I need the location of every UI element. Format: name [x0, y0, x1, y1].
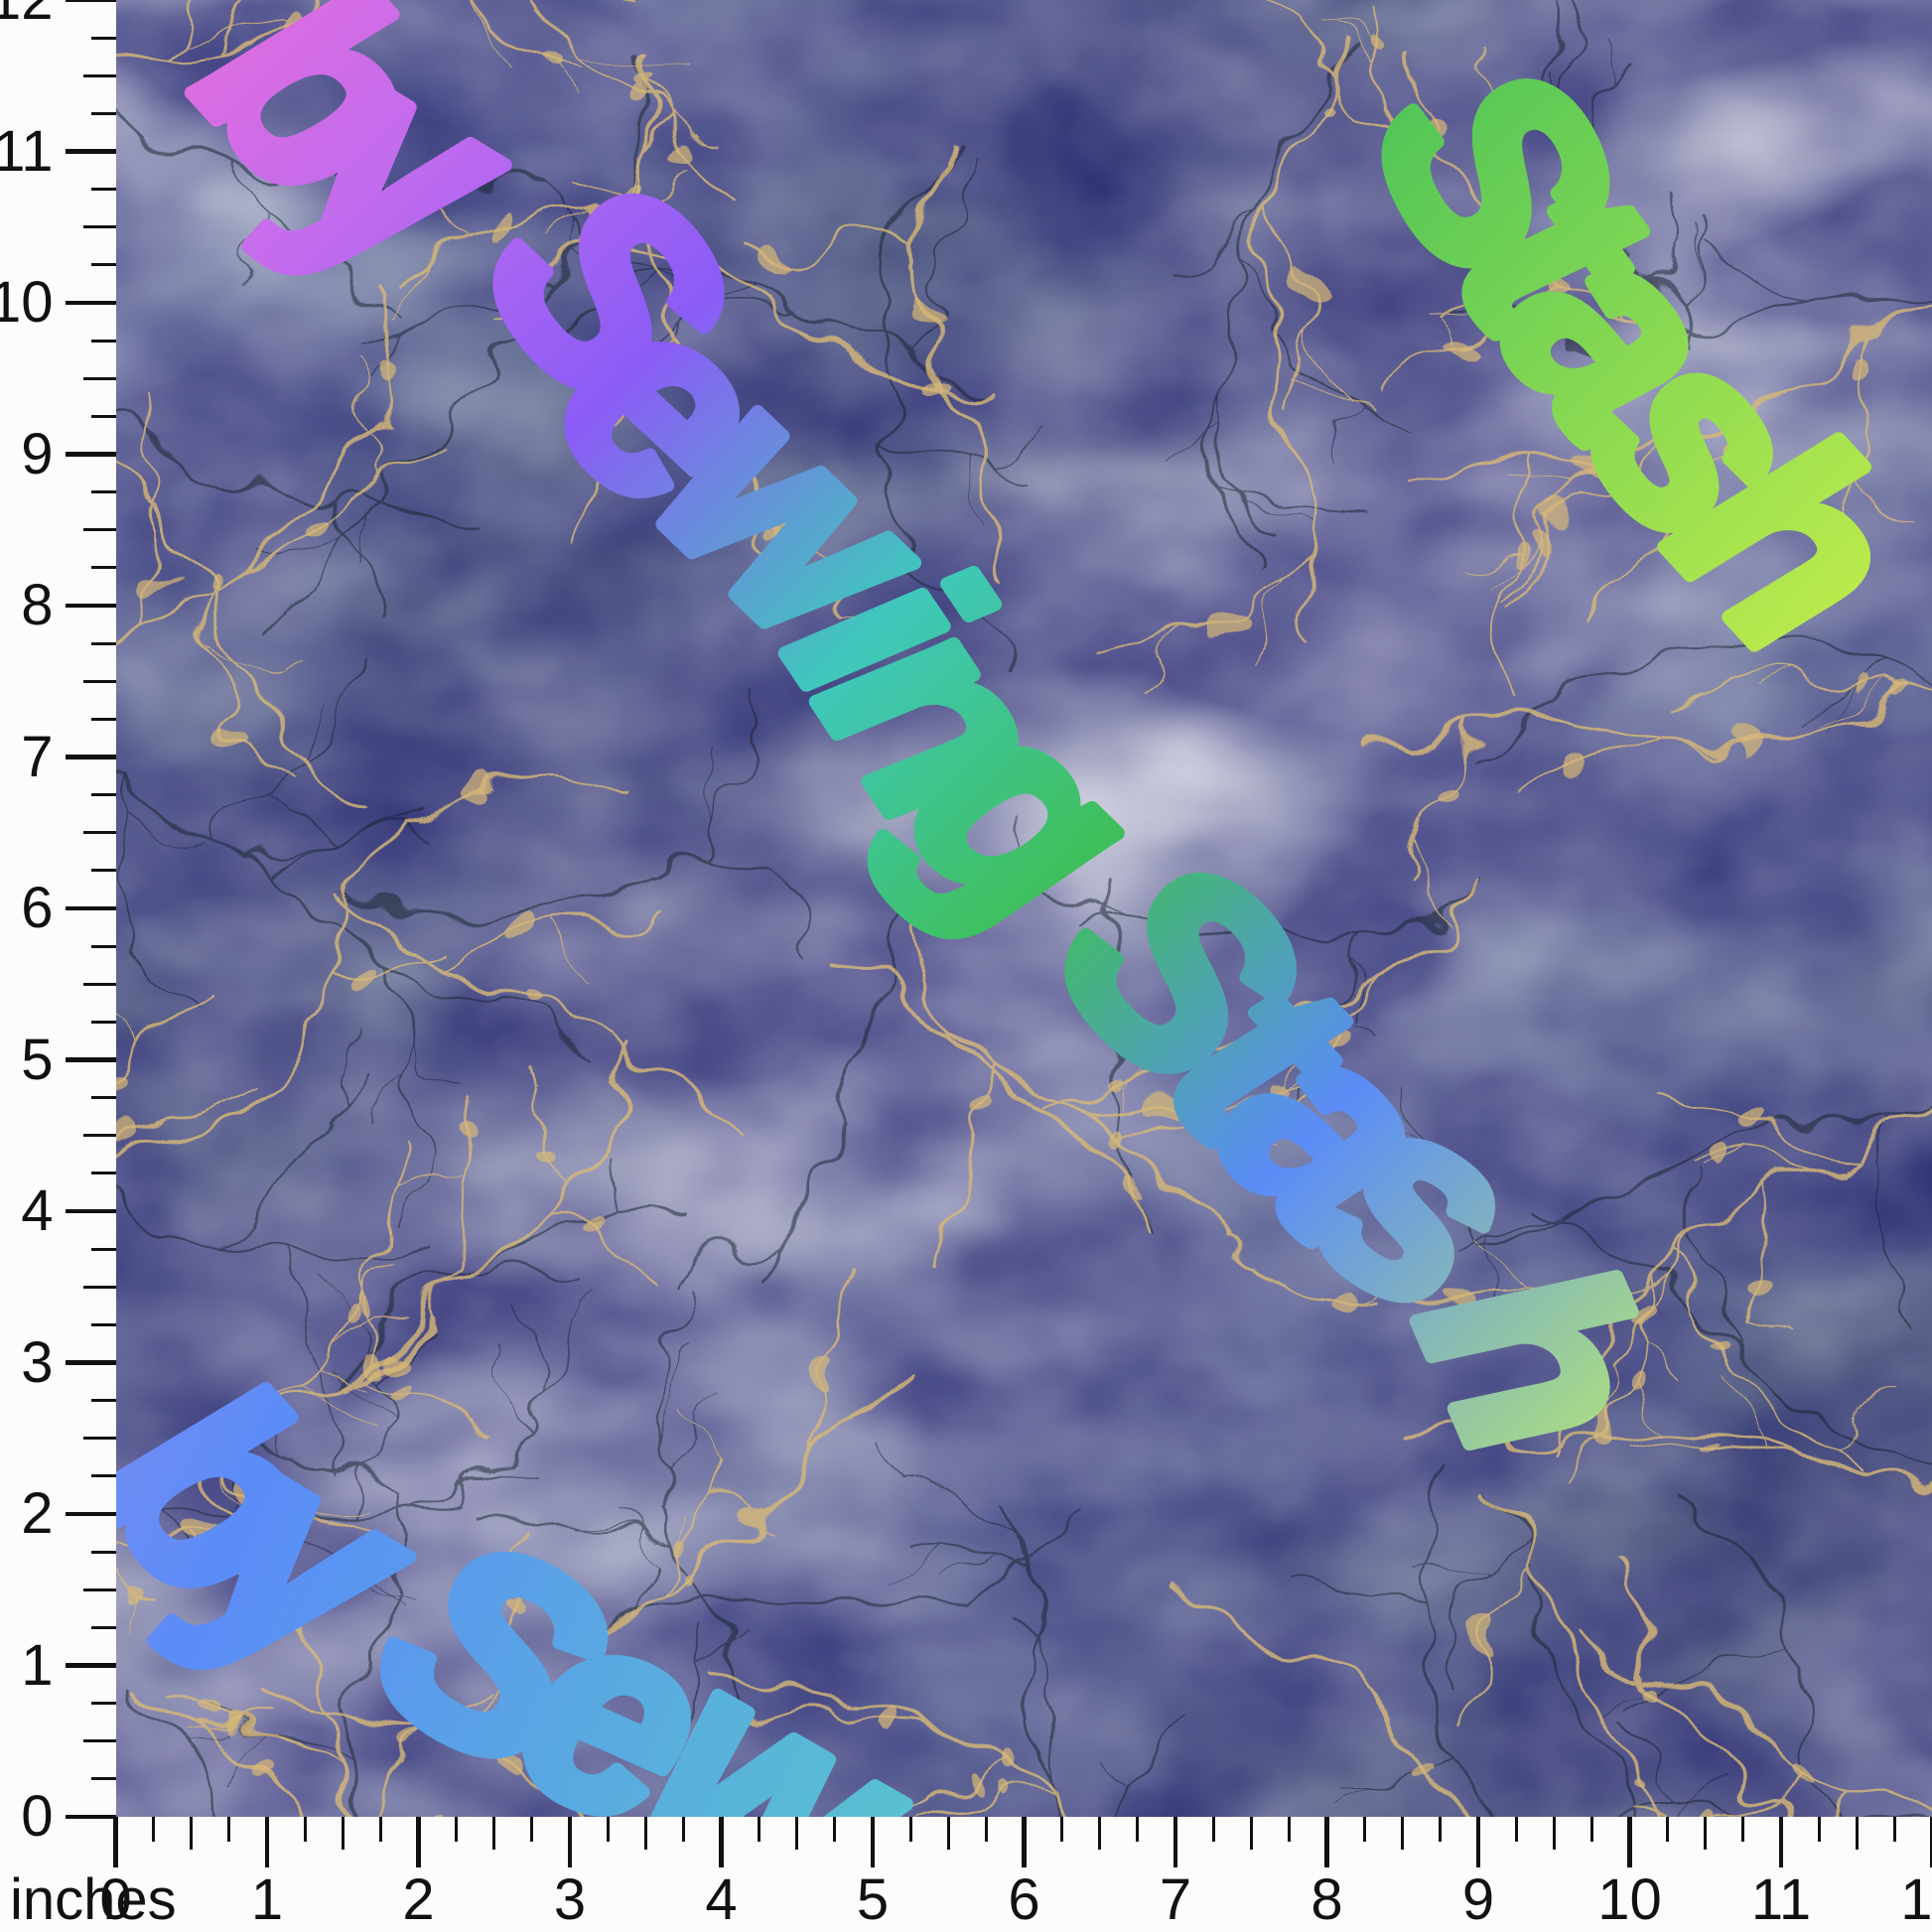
svg-text:Stash: Stash: [1314, 15, 1932, 702]
